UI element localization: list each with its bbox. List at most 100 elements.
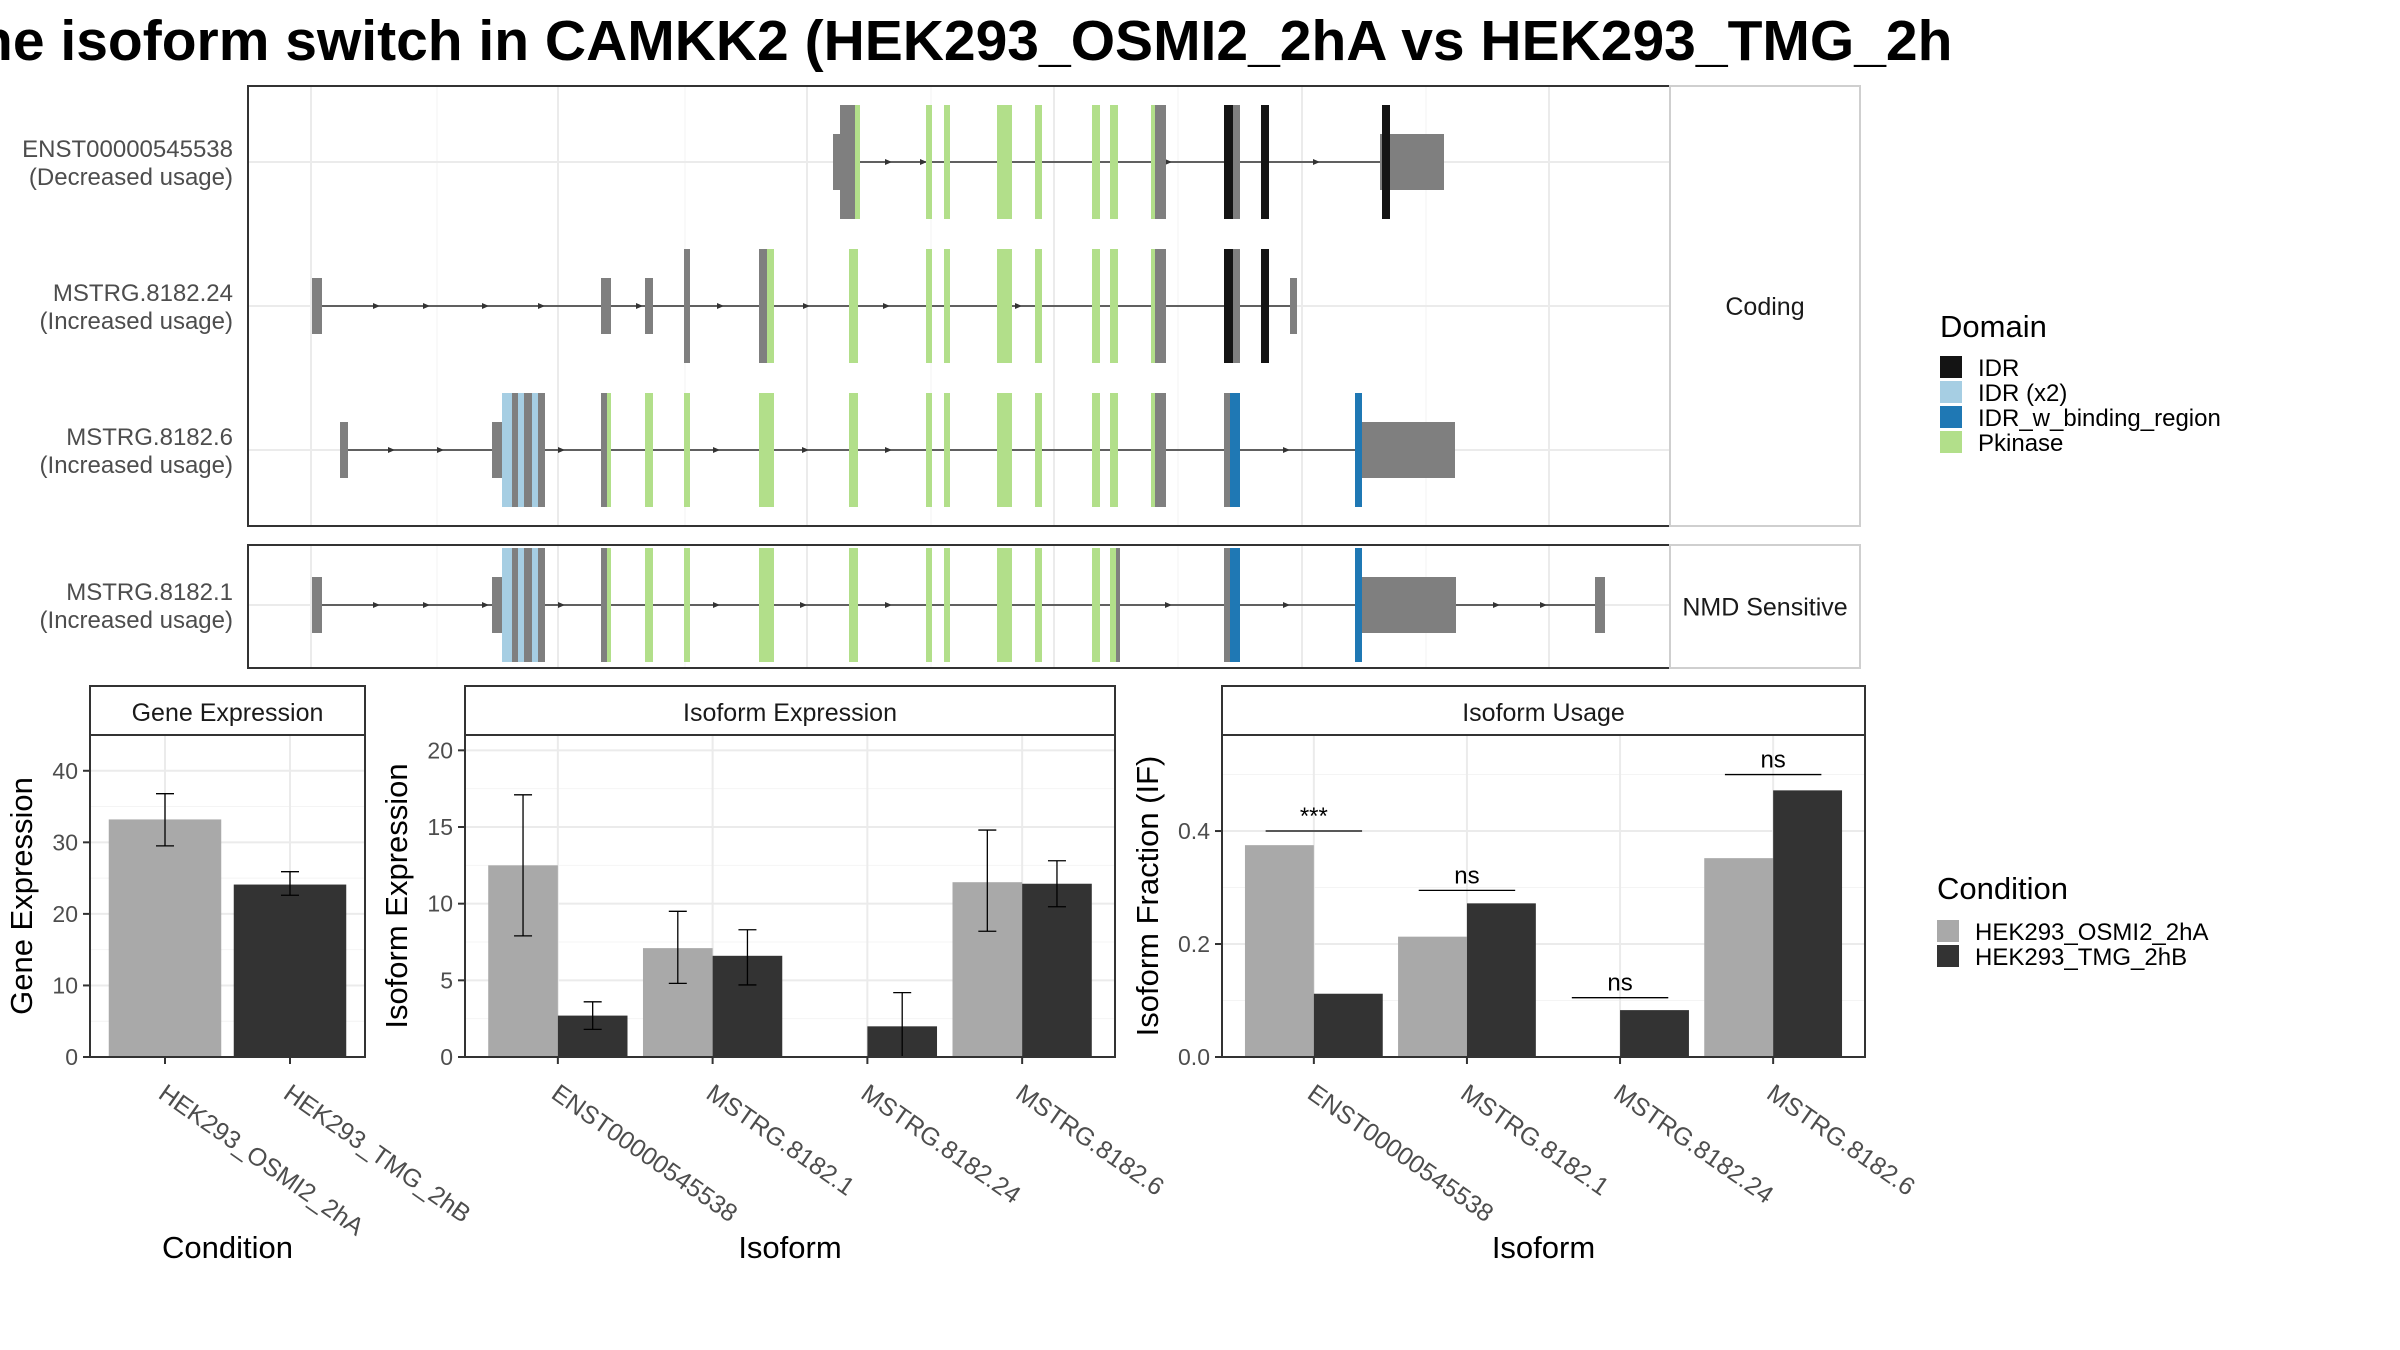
domain-pkinase [944, 393, 950, 507]
exon-block [601, 393, 607, 507]
intron-arrow [1015, 303, 1022, 309]
x-tick-label: MSTRG.8182.1 [701, 1079, 859, 1202]
y-tick-label: 10 [52, 972, 78, 998]
intron-arrow [1165, 602, 1172, 608]
utr-block [601, 278, 611, 334]
domain-pkinase [1092, 249, 1100, 363]
domain-pkinase [849, 249, 858, 363]
domain-pkinase [1151, 393, 1155, 507]
y-axis-title: Isoform Fraction (IF) [1130, 756, 1165, 1037]
chart-strip-title: Isoform Expression [683, 699, 897, 727]
exon-block [1155, 105, 1166, 219]
domain-pkinase [926, 105, 932, 219]
bar [108, 819, 222, 1057]
condition-legend-swatch [1937, 945, 1959, 967]
utr-block [492, 422, 502, 478]
condition-legend-title: Condition [1937, 871, 2068, 906]
domain-legend-swatch [1940, 431, 1962, 453]
utr-block [645, 278, 653, 334]
utr-block [1595, 577, 1605, 633]
domain-pkinase [759, 393, 774, 507]
exon-block [1233, 249, 1240, 363]
domain-pkinase [926, 393, 932, 507]
domain-pkinase [944, 249, 950, 363]
intron-arrow [1540, 602, 1547, 608]
domain-legend-title: Domain [1940, 309, 2047, 344]
utr-block [1362, 577, 1456, 633]
bar [1022, 883, 1092, 1057]
transcript-id-label: ENST00000545538 [22, 136, 233, 163]
domain-legend-label: IDR_w_binding_region [1978, 405, 2221, 432]
y-tick-label: 0 [65, 1044, 78, 1070]
intron-arrow [885, 447, 892, 453]
domain-pkinase [997, 105, 1012, 219]
exon-block [512, 548, 518, 662]
condition-legend-label: HEK293_OSMI2_2hA [1975, 919, 2208, 946]
domain-idr [1382, 105, 1390, 219]
facet-strip-label: Coding [1725, 293, 1804, 321]
domain-pkinase [1151, 249, 1155, 363]
domain-idr_x2 [502, 548, 512, 662]
exon-block [1155, 393, 1166, 507]
x-tick-label: MSTRG.8182.24 [856, 1079, 1026, 1210]
exon-block [1224, 393, 1230, 507]
intron-arrow [885, 602, 892, 608]
bar [1773, 790, 1843, 1057]
y-axis-title: Gene Expression [4, 777, 39, 1015]
facet-strip [1669, 85, 1861, 527]
domain-pkinase [849, 393, 858, 507]
utr-block [492, 577, 502, 633]
domain-pkinase [926, 548, 932, 662]
x-tick-label: HEK293_OSMI2_2hA [154, 1079, 370, 1242]
intron-arrow [423, 602, 430, 608]
domain-legend-label: IDR [1978, 355, 2019, 382]
intron-arrow [920, 159, 927, 165]
intron-arrow [423, 303, 430, 309]
domain-legend-swatch [1940, 356, 1962, 378]
domain-pkinase [997, 249, 1012, 363]
domain-idr_x2 [532, 548, 538, 662]
domain-pkinase [1110, 393, 1118, 507]
y-tick-label: 30 [52, 829, 78, 855]
domain-idr_x2 [518, 393, 524, 507]
bar [1704, 858, 1774, 1057]
transcript-id-label: MSTRG.8182.6 [66, 424, 233, 451]
y-tick-label: 40 [52, 758, 78, 784]
domain-idr_w [1355, 393, 1362, 507]
intron-arrow [1313, 159, 1320, 165]
intron-arrow [388, 447, 395, 453]
x-tick-label: MSTRG.8182.1 [1456, 1079, 1614, 1202]
utr-block [312, 278, 322, 334]
transcript-id-label: MSTRG.8182.24 [53, 280, 233, 307]
intron-arrow [482, 602, 489, 608]
exon-block [524, 393, 532, 507]
domain-pkinase [944, 548, 950, 662]
chart-strip-title: Gene Expression [132, 699, 324, 727]
chart-strip [1221, 685, 1866, 736]
domain-pkinase [1035, 249, 1042, 363]
domain-pkinase [767, 249, 774, 363]
domain-pkinase [1035, 393, 1042, 507]
intron-arrow [883, 303, 890, 309]
utr-block [312, 577, 322, 633]
domain-pkinase [926, 249, 932, 363]
domain-pkinase [1151, 105, 1155, 219]
domain-pkinase [855, 105, 860, 219]
domain-idr_w [1230, 393, 1240, 507]
domain-pkinase [607, 393, 611, 507]
domain-pkinase [849, 548, 858, 662]
domain-pkinase [1092, 548, 1100, 662]
domain-idr_x2 [502, 393, 512, 507]
bar [233, 884, 347, 1057]
x-tick-label: MSTRG.8182.6 [1011, 1079, 1169, 1202]
domain-pkinase [1035, 105, 1042, 219]
exon-block [1116, 548, 1120, 662]
transcript-usage-label: (Increased usage) [40, 308, 233, 335]
transcript-usage-label: (Decreased usage) [29, 164, 233, 191]
domain-pkinase [1110, 105, 1118, 219]
y-tick-label: 20 [427, 737, 453, 763]
domain-pkinase [645, 393, 653, 507]
domain-pkinase [997, 393, 1012, 507]
bar [1244, 845, 1314, 1057]
domain-idr_w [1230, 548, 1240, 662]
